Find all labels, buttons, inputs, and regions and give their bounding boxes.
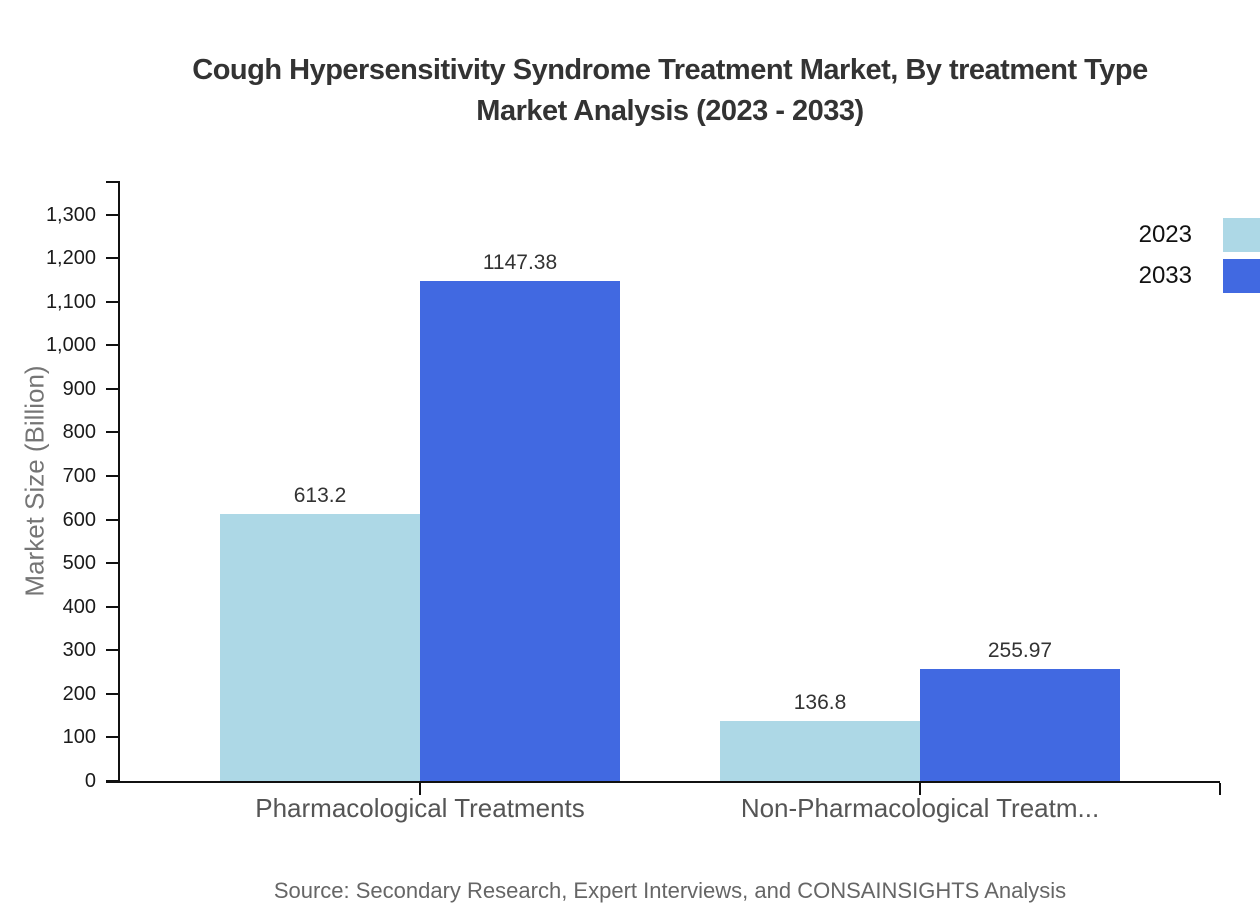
y-axis-tick: [106, 387, 118, 390]
y-axis-tick: [106, 300, 118, 303]
y-axis-top-cap: [106, 181, 118, 183]
y-axis-tick-label: 0: [84, 770, 96, 792]
y-axis-tick-label: 300: [62, 639, 96, 662]
source-note: Source: Secondary Research, Expert Inter…: [273, 878, 1067, 903]
y-axis-tick: [106, 562, 118, 565]
x-axis-line: [106, 781, 1220, 783]
y-axis-tick: [106, 692, 118, 695]
legend: 2023 2033: [1139, 218, 1260, 293]
y-axis-tick: [106, 518, 118, 521]
y-axis-tick: [106, 474, 118, 477]
bar-2023-category-1: [220, 513, 420, 781]
y-axis-tick: [106, 431, 118, 434]
value-label-2033-category-1: 1147.38: [482, 251, 558, 275]
y-axis-line: [118, 181, 120, 783]
y-axis-tick-label: 600: [62, 508, 96, 531]
chart-title-line2: Market Analysis (2023 - 2033): [476, 95, 864, 127]
chart-title-line1: Cough Hypersensitivity Syndrome Treatmen…: [192, 54, 1148, 86]
y-axis-tick-label: 1,200: [45, 247, 96, 270]
bar-2033-category-2: [920, 669, 1120, 781]
y-axis-tick: [106, 257, 118, 260]
legend-swatch-icon: [1223, 259, 1260, 293]
y-axis-tick: [106, 780, 118, 782]
chart-title: Cough Hypersensitivity Syndrome Treatmen…: [70, 50, 1260, 132]
x-axis-end-tick: [1219, 783, 1221, 795]
y-axis-tick: [106, 736, 118, 739]
y-axis-tick-label: 900: [62, 377, 96, 400]
y-axis-tick-label: 200: [62, 682, 96, 705]
y-axis-tick-label: 1,300: [45, 203, 96, 226]
value-label-2033-category-2: 255.97: [987, 639, 1053, 663]
legend-item-2023: 2023: [1139, 218, 1260, 252]
y-axis-tick-label: 400: [62, 595, 96, 618]
legend-item-2033: 2033: [1139, 259, 1260, 293]
legend-label: 2023: [1138, 221, 1192, 248]
x-axis-tick: [419, 783, 421, 795]
value-label-2023-category-2: 136.8: [793, 691, 847, 715]
y-axis-tick-label: 100: [62, 726, 96, 749]
y-axis-tick: [106, 344, 118, 347]
legend-swatch-icon: [1223, 218, 1260, 252]
value-label-2023-category-1: 613.2: [293, 483, 347, 507]
category-label-2: Non-Pharmacological Treatm...: [740, 793, 1100, 823]
y-axis-tick: [106, 605, 118, 608]
x-axis-tick: [919, 783, 921, 795]
y-axis-tick-label: 800: [62, 421, 96, 444]
y-axis-tick: [106, 213, 118, 216]
category-label-1: Pharmacological Treatments: [255, 793, 585, 823]
y-axis-tick-label: 500: [62, 552, 96, 575]
bar-2023-category-2: [720, 721, 920, 781]
y-axis-tick-label: 1,100: [45, 290, 96, 313]
legend-label: 2033: [1138, 262, 1192, 289]
bar-2033-category-1: [420, 281, 620, 781]
y-axis-tick-label: 1,000: [45, 334, 96, 357]
plot-area: 0 100 200 300 400 500 600 700 800 900 1,000 1,100 1,…: [46, 181, 1221, 823]
y-axis-tick-label: 700: [62, 464, 96, 487]
y-axis-tick: [106, 649, 118, 652]
